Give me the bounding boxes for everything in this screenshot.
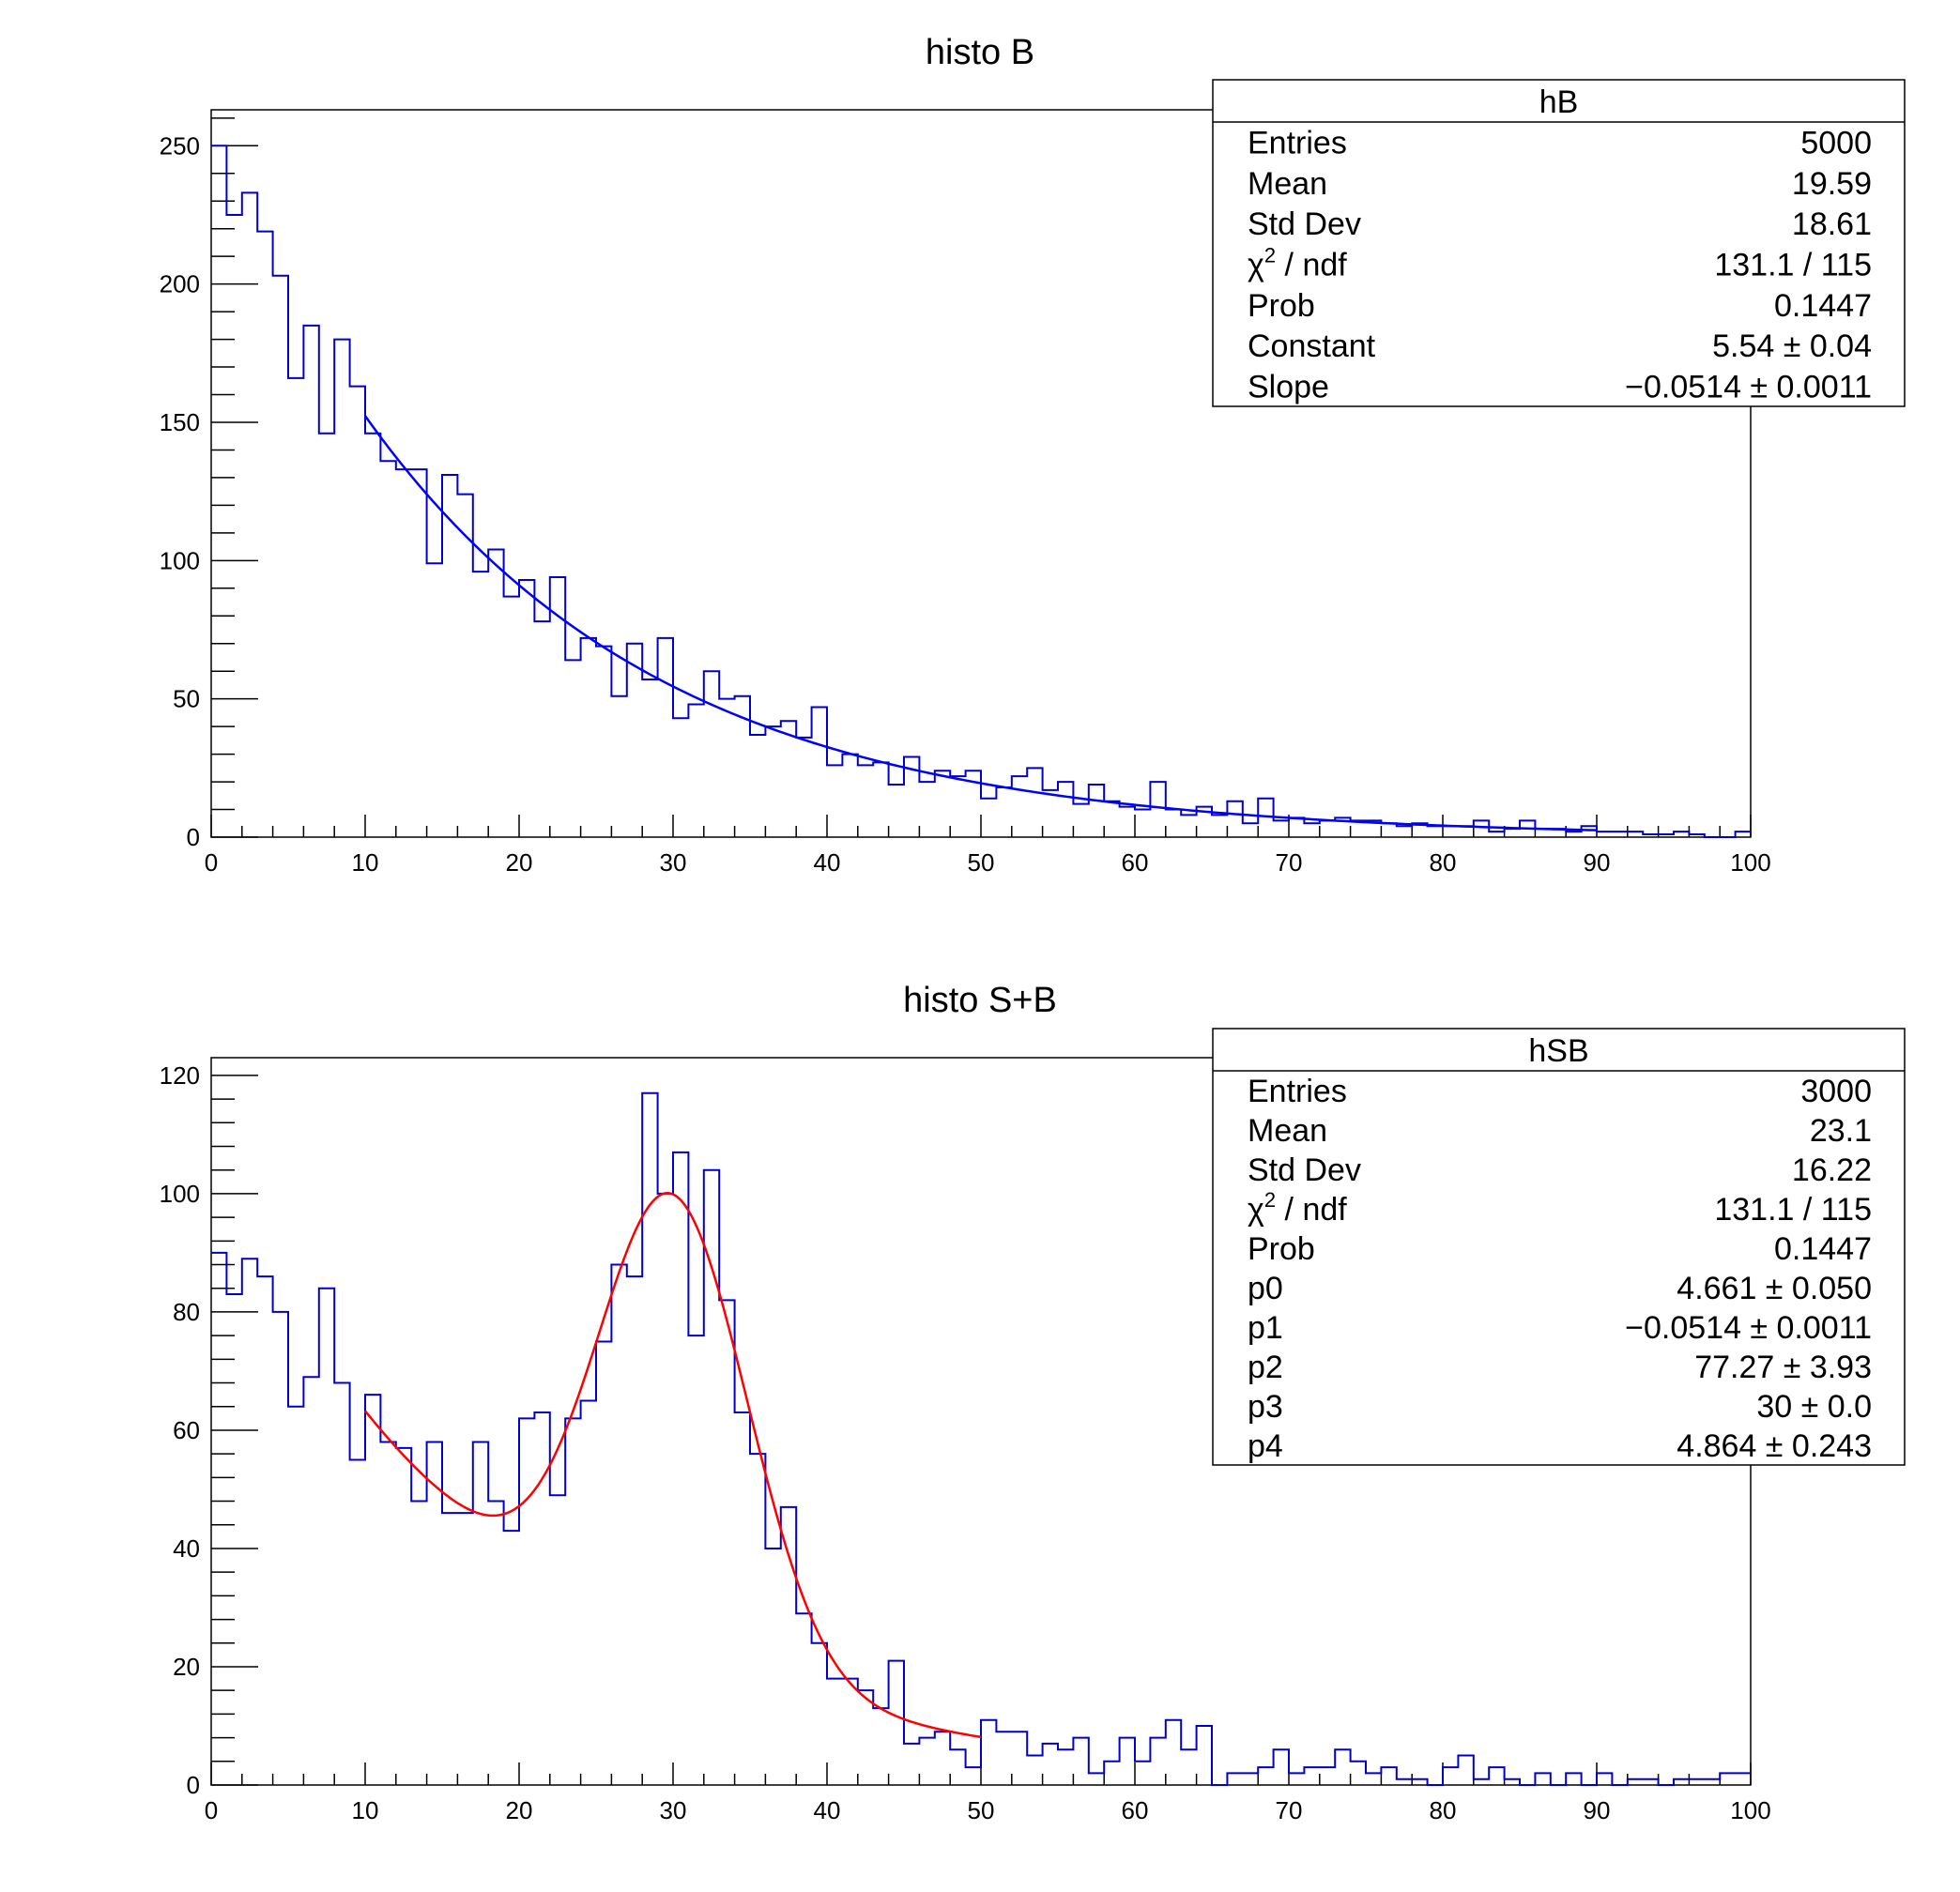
- stats-row-label: χ2 / ndf: [1248, 1188, 1347, 1228]
- x-tick-label: 90: [1584, 848, 1611, 877]
- x-axis: 0 10 20 30 40 50 60 70 80 90 100: [205, 815, 1771, 877]
- y-axis: 0 20 40 60 80 100 120: [160, 1061, 258, 1799]
- y-tick-label: 250: [160, 131, 200, 160]
- stats-row-label: p4: [1248, 1428, 1283, 1464]
- stats-box-frame: [1212, 1028, 1906, 1466]
- x-tick-label: 80: [1430, 1796, 1457, 1824]
- stats-row-label: Entries: [1248, 126, 1347, 161]
- stats-box: hSB Entries 3000 Mean 23.1 Std Dev 16.22 χ2 / n…: [1212, 1028, 1906, 1466]
- x-tick-label: 50: [968, 1796, 995, 1824]
- x-tick-label: 40: [814, 848, 841, 877]
- histogram-outline: [211, 1091, 1751, 1786]
- stats-row-value: 131.1 / 115: [1714, 248, 1872, 283]
- stats-row-value: 4.661 ± 0.050: [1677, 1271, 1872, 1306]
- stats-row-value: 16.22: [1792, 1152, 1872, 1188]
- panel-histo-b: histo B 0 50 100 150 200 250 0 10 20 30 40 50 60 70 8…: [160, 33, 1906, 877]
- x-tick-label: 10: [352, 1796, 379, 1824]
- x-tick-label: 90: [1584, 1796, 1611, 1824]
- stats-row-label: Mean: [1248, 166, 1327, 202]
- x-tick-label: 70: [1276, 848, 1303, 877]
- stats-row-value: 77.27 ± 3.93: [1694, 1350, 1872, 1385]
- stats-row-label: Prob: [1248, 1231, 1315, 1267]
- y-tick-label: 0: [187, 1771, 200, 1799]
- stats-row-value: 23.1: [1810, 1113, 1872, 1149]
- chart-title: histo B: [926, 33, 1034, 72]
- stats-row-value: 4.864 ± 0.243: [1677, 1428, 1872, 1464]
- fit-curve: [363, 415, 1598, 832]
- y-tick-label: 50: [173, 685, 200, 713]
- y-tick-label: 100: [160, 546, 200, 574]
- chart-title: histo S+B: [903, 981, 1057, 1020]
- stats-row-label: χ2 / ndf: [1248, 244, 1347, 283]
- x-tick-label: 60: [1122, 1796, 1149, 1824]
- stats-box: hB Entries 5000 Mean 19.59 Std Dev 18.61 χ2 / n…: [1212, 79, 1906, 407]
- fit-curve: [364, 1192, 982, 1739]
- x-tick-label: 100: [1730, 1796, 1770, 1824]
- y-tick-label: 120: [160, 1061, 200, 1090]
- stats-row-value: −0.0514 ± 0.0011: [1625, 369, 1872, 404]
- y-tick-label: 0: [187, 823, 200, 851]
- stats-row-label: Std Dev: [1248, 1152, 1361, 1188]
- stats-row-label: p2: [1248, 1350, 1283, 1385]
- stats-row-value: 5.54 ± 0.04: [1712, 328, 1872, 364]
- stats-box-frame: [1212, 79, 1906, 407]
- stats-row-label: Slope: [1248, 369, 1329, 404]
- x-axis: 0 10 20 30 40 50 60 70 80 90 100: [205, 1762, 1771, 1824]
- stats-row-value: 0.1447: [1774, 1231, 1872, 1267]
- x-tick-label: 80: [1430, 848, 1457, 877]
- x-tick-label: 0: [205, 1796, 218, 1824]
- x-tick-label: 10: [352, 848, 379, 877]
- stats-row-value: 5000: [1800, 126, 1872, 161]
- stats-row-value: 3000: [1800, 1074, 1872, 1109]
- y-axis: 0 50 100 150 200 250: [160, 117, 258, 851]
- stats-row-value: 0.1447: [1774, 288, 1872, 324]
- y-tick-label: 80: [173, 1298, 200, 1326]
- x-tick-label: 30: [660, 848, 687, 877]
- x-tick-label: 100: [1730, 848, 1770, 877]
- stats-row-value: 30 ± 0.0: [1756, 1389, 1872, 1425]
- x-tick-label: 30: [660, 1796, 687, 1824]
- x-tick-label: 50: [968, 848, 995, 877]
- x-tick-label: 40: [814, 1796, 841, 1824]
- stats-row-value: 18.61: [1792, 206, 1872, 242]
- x-tick-label: 20: [506, 848, 533, 877]
- y-tick-label: 20: [173, 1653, 200, 1681]
- y-tick-label: 100: [160, 1180, 200, 1208]
- stats-row-label: p1: [1248, 1310, 1283, 1346]
- stats-row-label: Std Dev: [1248, 206, 1361, 242]
- x-tick-label: 0: [205, 848, 218, 877]
- stats-row-value: 131.1 / 115: [1714, 1192, 1872, 1228]
- y-tick-label: 200: [160, 270, 200, 298]
- stats-row-label: p3: [1248, 1389, 1283, 1425]
- x-tick-label: 20: [506, 1796, 533, 1824]
- stats-box-name: hB: [1539, 84, 1579, 120]
- stats-row-label: p0: [1248, 1271, 1283, 1306]
- stats-row-value: 19.59: [1792, 166, 1872, 202]
- stats-row-label: Entries: [1248, 1074, 1347, 1109]
- x-tick-label: 70: [1276, 1796, 1303, 1824]
- stats-row-label: Mean: [1248, 1113, 1327, 1149]
- stats-box-name: hSB: [1528, 1033, 1588, 1069]
- stats-row-value: −0.0514 ± 0.0011: [1625, 1310, 1872, 1346]
- panel-histo-sb: histo S+B 0 20 40 60 80 100 120 0 10 20 30 40 50 60 7…: [160, 981, 1906, 1824]
- stats-row-label: Prob: [1248, 288, 1315, 324]
- x-tick-label: 60: [1122, 848, 1149, 877]
- stats-row-label: Constant: [1248, 328, 1376, 364]
- y-tick-label: 150: [160, 408, 200, 436]
- y-tick-label: 60: [173, 1416, 200, 1444]
- y-tick-label: 40: [173, 1534, 200, 1563]
